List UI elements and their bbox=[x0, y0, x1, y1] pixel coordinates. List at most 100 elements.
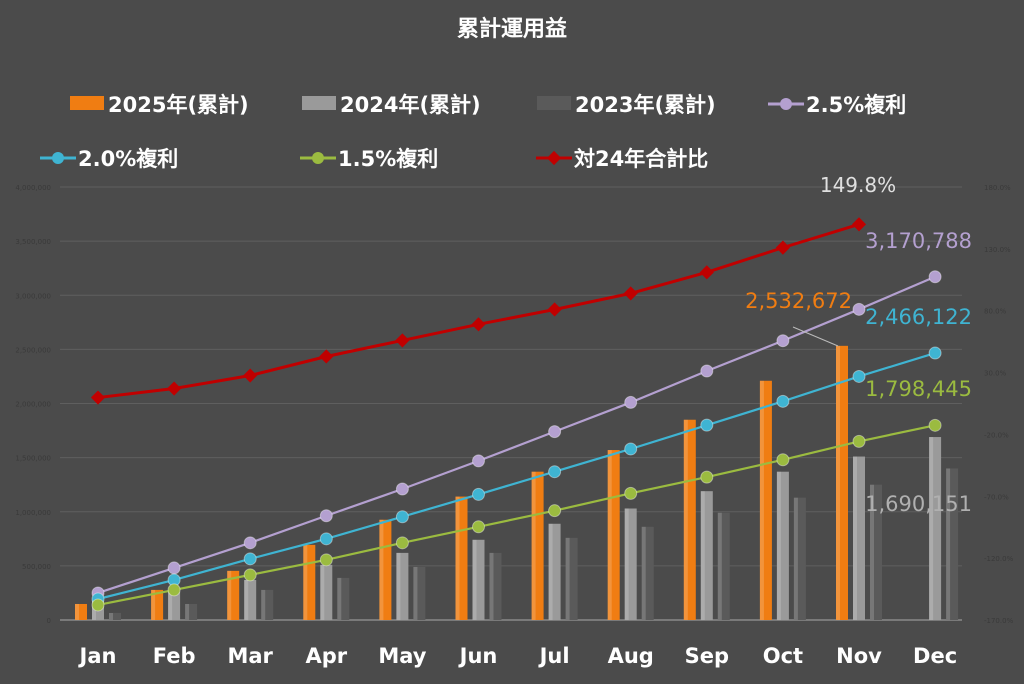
x-tick-label: Mar bbox=[227, 644, 273, 668]
legend-marker bbox=[52, 152, 64, 164]
marker-2.0%複利 bbox=[624, 442, 638, 456]
bar-highlight bbox=[641, 526, 646, 620]
legend-label: 1.5%複利 bbox=[338, 147, 438, 171]
bar-highlight bbox=[185, 603, 190, 620]
marker-2.5%複利 bbox=[243, 536, 257, 550]
bar-2023年(累計) bbox=[489, 552, 502, 620]
x-tick-label: Jan bbox=[78, 644, 117, 668]
x-tick-label: Jul bbox=[538, 644, 570, 668]
marker-2.5%複利 bbox=[319, 509, 333, 523]
marker-対24年合計比 bbox=[395, 333, 410, 348]
bar-2023年(累計) bbox=[717, 512, 730, 620]
marker-2.5%複利 bbox=[852, 302, 866, 316]
bar-highlight bbox=[776, 471, 781, 620]
bar-2024年(累計) bbox=[168, 591, 181, 620]
bar-2024年(累計) bbox=[776, 471, 789, 620]
bar-2025年(累計) bbox=[531, 471, 544, 620]
marker-2.0%複利 bbox=[319, 532, 333, 546]
legend-marker bbox=[780, 98, 792, 110]
data-label: 2,466,122 bbox=[865, 305, 972, 329]
y-tick-label: 4,000,000 bbox=[15, 184, 51, 192]
legend-label: 2024年(累計) bbox=[340, 93, 481, 117]
marker-2.5%複利 bbox=[624, 395, 638, 409]
bar-2024年(累計) bbox=[320, 564, 333, 620]
y2-tick-label: 80.0% bbox=[984, 308, 1007, 316]
marker-2.5%複利 bbox=[472, 454, 485, 468]
legend-swatch bbox=[70, 96, 104, 110]
bar-2023年(累計) bbox=[565, 537, 578, 620]
bar-highlight bbox=[244, 579, 249, 620]
y2-tick-label: 180.0% bbox=[984, 184, 1011, 192]
marker-対24年合計比 bbox=[547, 302, 562, 317]
legend-marker bbox=[312, 152, 324, 164]
marker-1.5%複利 bbox=[776, 453, 790, 467]
marker-2.5%複利 bbox=[700, 364, 714, 378]
bar-highlight bbox=[472, 539, 477, 620]
bar-2023年(累計) bbox=[261, 589, 274, 620]
marker-2.0%複利 bbox=[395, 510, 409, 524]
bar-highlight bbox=[303, 544, 308, 620]
line-2.0%複利 bbox=[97, 351, 936, 601]
y-tick-label: 3,000,000 bbox=[15, 292, 51, 300]
bar-2025年(累計) bbox=[683, 419, 696, 620]
marker-対24年合計比 bbox=[699, 265, 714, 280]
bar-highlight bbox=[853, 456, 857, 620]
marker-1.5%複利 bbox=[928, 418, 942, 432]
bar-highlight bbox=[836, 345, 840, 620]
marker-対24年合計比 bbox=[90, 390, 106, 405]
data-label: 1,798,445 bbox=[865, 377, 972, 401]
legend-label: 2025年(累計) bbox=[108, 93, 249, 117]
bar-2023年(累計) bbox=[337, 577, 350, 620]
y-tick-label: 2,500,000 bbox=[15, 346, 51, 354]
legend-label: 2.5%複利 bbox=[806, 93, 906, 117]
bar-highlight bbox=[624, 508, 629, 620]
bar-highlight bbox=[75, 603, 79, 620]
line-2.5%複利 bbox=[97, 275, 936, 594]
bar-2023年(累計) bbox=[870, 484, 882, 620]
marker-1.5%複利 bbox=[243, 568, 257, 582]
bar-2024年(累計) bbox=[929, 437, 942, 620]
marker-1.5%複利 bbox=[624, 486, 638, 500]
bar-highlight bbox=[759, 380, 764, 620]
data-label: 3,170,788 bbox=[865, 229, 972, 253]
bar-highlight bbox=[151, 589, 156, 620]
marker-2.5%複利 bbox=[395, 482, 409, 496]
bar-2024年(累計) bbox=[853, 456, 865, 620]
marker-2.0%複利 bbox=[472, 487, 485, 501]
marker-対24年合計比 bbox=[775, 240, 790, 255]
bar-2024年(累計) bbox=[700, 491, 713, 620]
chart-title: 累計運用益 bbox=[457, 16, 567, 42]
marker-1.5%複利 bbox=[319, 553, 333, 567]
data-label: 2,532,672 bbox=[745, 289, 852, 313]
y-tick-label: 1,500,000 bbox=[15, 455, 51, 463]
bar-2025年(累計) bbox=[607, 450, 620, 620]
marker-対24年合計比 bbox=[623, 286, 638, 301]
marker-2.0%複利 bbox=[852, 369, 866, 383]
bar-highlight bbox=[700, 491, 705, 620]
bar-2025年(累計) bbox=[759, 380, 772, 620]
marker-対24年合計比 bbox=[851, 217, 867, 232]
bar-2024年(累計) bbox=[472, 539, 485, 620]
x-tick-label: Dec bbox=[913, 644, 957, 668]
bar-2024年(累計) bbox=[624, 508, 637, 620]
legend-label: 2.0%複利 bbox=[78, 147, 178, 171]
y-tick-label: 2,000,000 bbox=[15, 401, 51, 409]
bar-highlight bbox=[607, 450, 612, 620]
bar-highlight bbox=[413, 566, 418, 620]
marker-2.5%複利 bbox=[167, 561, 181, 575]
x-tick-label: Aug bbox=[608, 644, 654, 668]
bar-2025年(累計) bbox=[75, 603, 87, 620]
bar-2025年(累計) bbox=[151, 589, 164, 620]
bar-2024年(累計) bbox=[396, 552, 409, 620]
marker-1.5%複利 bbox=[395, 536, 409, 550]
marker-2.0%複利 bbox=[928, 346, 942, 360]
y2-tick-label: -120.0% bbox=[984, 555, 1014, 563]
x-tick-label: Sep bbox=[685, 644, 729, 668]
bar-highlight bbox=[109, 612, 113, 620]
data-label: 149.8% bbox=[820, 173, 896, 197]
marker-1.5%複利 bbox=[852, 434, 866, 448]
bar-highlight bbox=[870, 484, 874, 620]
y-tick-label: 0 bbox=[47, 617, 51, 625]
legend-label: 対24年合計比 bbox=[574, 147, 708, 171]
